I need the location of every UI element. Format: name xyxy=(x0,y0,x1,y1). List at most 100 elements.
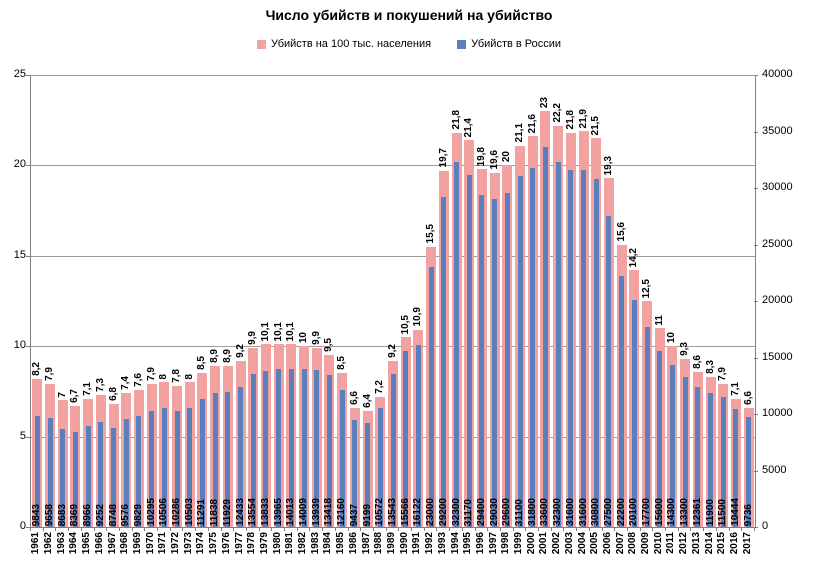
count-value-label: 33600 xyxy=(539,498,551,526)
count-value-label: 32300 xyxy=(552,498,564,526)
x-axis-year-label: 2011 xyxy=(665,532,677,554)
right-axis-tick xyxy=(754,301,758,302)
count-value-label: 22200 xyxy=(615,498,627,526)
bar-murders-count xyxy=(479,194,485,527)
bar-murders-count xyxy=(492,198,498,527)
x-axis-tick xyxy=(690,527,692,531)
x-axis-tick xyxy=(449,527,451,531)
per-100k-value-label: 9,2 xyxy=(234,343,246,358)
count-value-label: 9736 xyxy=(742,503,754,526)
per-100k-value-label: 15,5 xyxy=(425,224,437,244)
count-value-label: 29600 xyxy=(501,498,513,526)
bar-murders-count xyxy=(314,369,320,527)
x-axis-tick xyxy=(754,527,755,531)
count-value-label: 10286 xyxy=(171,498,183,526)
x-axis-tick xyxy=(233,527,235,531)
x-axis-year-label: 1977 xyxy=(233,532,245,555)
bar-murders-count xyxy=(136,415,142,527)
bar-murders-count xyxy=(288,368,294,527)
count-value-label: 13554 xyxy=(247,498,259,526)
per-100k-value-label: 19,7 xyxy=(437,148,449,168)
count-value-label: 11838 xyxy=(209,498,221,526)
per-100k-value-label: 19,3 xyxy=(602,155,614,176)
per-100k-value-label: 9,2 xyxy=(387,343,398,358)
x-axis-tick xyxy=(677,527,679,531)
count-value-label: 11500 xyxy=(717,498,729,526)
per-100k-value-label: 8,2 xyxy=(31,361,43,376)
per-100k-value-label: 11 xyxy=(653,314,665,326)
x-axis-tick xyxy=(423,527,425,531)
per-100k-value-label: 10,1 xyxy=(272,321,284,342)
bar-murders-count xyxy=(695,387,701,527)
x-axis-tick xyxy=(68,527,70,531)
x-axis-year-label: 1972 xyxy=(170,532,182,555)
count-value-label: 10295 xyxy=(145,498,157,526)
x-axis-year-label: 1984 xyxy=(322,532,334,555)
bar-murders-count xyxy=(403,351,409,527)
x-axis-year-label: 1997 xyxy=(487,532,499,555)
count-value-label: 10503 xyxy=(183,498,195,526)
right-axis-tick xyxy=(754,188,758,189)
x-axis-tick xyxy=(652,527,654,531)
bar-murders-count xyxy=(542,147,548,527)
count-value-label: 9843 xyxy=(31,503,43,526)
per-100k-value-label: 15,6 xyxy=(615,222,627,242)
count-value-label: 31600 xyxy=(564,498,576,526)
x-axis-tick xyxy=(80,527,82,531)
gridline xyxy=(31,255,755,257)
x-axis-tick xyxy=(372,527,374,531)
x-axis-tick xyxy=(322,527,324,531)
x-axis-tick xyxy=(398,527,400,531)
left-axis-tick xyxy=(26,165,30,167)
x-axis-tick xyxy=(715,527,717,531)
x-axis-tick xyxy=(626,527,628,531)
x-axis-year-label: 1963 xyxy=(55,532,67,555)
x-axis-tick xyxy=(728,527,730,531)
per-100k-value-label: 21,4 xyxy=(463,117,475,138)
bar-murders-count xyxy=(339,389,345,527)
count-value-label: 12433 xyxy=(234,498,246,526)
count-value-label: 9252 xyxy=(94,503,106,526)
bar-murders-count xyxy=(111,428,117,527)
bar-murders-count xyxy=(504,192,510,527)
bar-murders-count xyxy=(72,432,78,527)
right-axis-tick-label: 40000 xyxy=(762,68,793,80)
right-axis-tick-label: 0 xyxy=(762,520,769,532)
per-100k-value-label: 7,8 xyxy=(171,369,183,383)
x-axis-tick xyxy=(309,527,311,531)
per-100k-value-label: 10 xyxy=(298,332,310,344)
per-100k-value-label: 10 xyxy=(666,332,678,344)
per-100k-value-label: 8,5 xyxy=(336,356,348,371)
bar-murders-count xyxy=(746,416,752,527)
count-value-label: 29400 xyxy=(475,498,487,526)
legend-item-per-100k: Убийств на 100 тыс. населения xyxy=(256,38,431,50)
x-axis-tick xyxy=(411,527,413,531)
x-axis-year-label: 1970 xyxy=(144,532,156,555)
x-axis-tick xyxy=(550,527,552,531)
bar-murders-count xyxy=(720,397,726,527)
chart-title: Число убийств и покушений на убийство xyxy=(265,7,553,23)
x-axis-year-label: 1973 xyxy=(182,532,194,555)
left-axis-tick xyxy=(26,255,30,257)
x-axis-tick xyxy=(639,527,641,531)
right-axis-tick-label: 15000 xyxy=(762,350,793,363)
x-axis-tick xyxy=(55,527,57,531)
legend-item-russia: Убийств в России xyxy=(457,38,561,50)
left-axis-tick xyxy=(26,75,30,76)
bar-murders-count xyxy=(161,408,167,527)
right-axis-tick-label: 25000 xyxy=(762,237,793,250)
bar-murders-count xyxy=(34,415,40,527)
count-value-label: 15566 xyxy=(399,498,411,526)
per-100k-value-label: 22,2 xyxy=(552,103,564,123)
left-axis-tick-label: 25 xyxy=(13,68,26,80)
per-100k-value-label: 14,2 xyxy=(628,247,640,268)
x-axis-year-label: 1985 xyxy=(335,532,347,555)
x-axis-tick xyxy=(576,527,578,531)
x-axis-year-label: 1962 xyxy=(43,532,55,555)
x-axis-tick xyxy=(588,527,590,531)
left-axis-tick xyxy=(26,346,30,348)
right-axis-tick-label: 35000 xyxy=(762,124,793,137)
x-axis-tick xyxy=(499,527,501,531)
x-axis-tick xyxy=(93,527,95,531)
bar-murders-count xyxy=(682,376,688,527)
